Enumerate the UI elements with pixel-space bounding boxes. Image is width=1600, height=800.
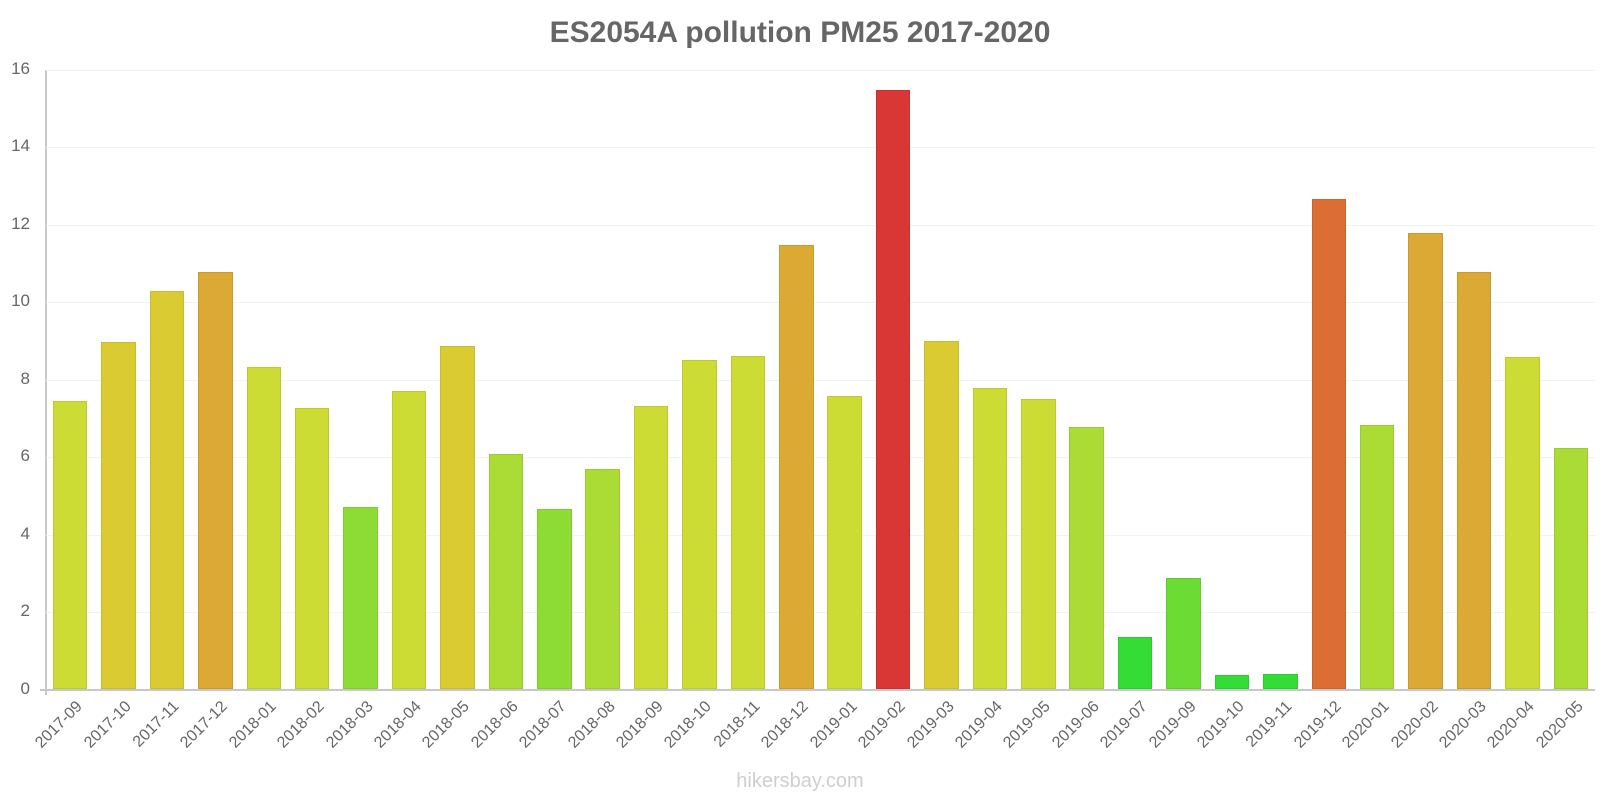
bar-2018-09[interactable] xyxy=(633,405,669,690)
gridline xyxy=(46,70,1595,71)
bar-2018-03[interactable] xyxy=(343,507,378,690)
x-tick-label: 2019-10 xyxy=(1194,697,1248,752)
bar-2018-06[interactable] xyxy=(488,454,524,690)
x-tick-label: 2017-12 xyxy=(177,697,232,752)
x-axis-line xyxy=(40,689,1595,691)
y-tick-label: 2 xyxy=(20,601,30,621)
bar-2020-03[interactable] xyxy=(1456,271,1492,690)
x-tick-label: 2018-12 xyxy=(758,697,813,752)
x-tick-label: 2019-02 xyxy=(855,697,909,752)
x-tick-label: 2018-06 xyxy=(468,697,522,752)
x-tick-label: 2017-10 xyxy=(80,697,135,752)
gridline xyxy=(46,457,1595,458)
x-tick-label: 2020-03 xyxy=(1436,697,1490,752)
bar-2018-10[interactable] xyxy=(682,359,717,690)
x-tick-label: 2019-05 xyxy=(1000,697,1055,752)
chart-title: ES2054A pollution PM25 2017-2020 xyxy=(549,16,1051,49)
bar-2019-04[interactable] xyxy=(972,388,1008,690)
bar-2019-03[interactable] xyxy=(924,341,959,690)
bar-2018-04[interactable] xyxy=(391,390,427,690)
y-tick-label: 14 xyxy=(11,136,30,156)
x-tick-label: 2019-06 xyxy=(1048,697,1103,752)
bar-2019-06[interactable] xyxy=(1069,426,1104,690)
x-tick-label: 2017-09 xyxy=(32,697,86,752)
x-tick-label: 2018-04 xyxy=(371,697,425,752)
gridline xyxy=(46,380,1595,381)
bar-2020-04[interactable] xyxy=(1505,357,1540,690)
x-tick-label: 2018-05 xyxy=(419,697,474,752)
y-tick-label: 10 xyxy=(11,291,30,311)
bar-2017-11[interactable] xyxy=(149,291,185,690)
bar-2019-07[interactable] xyxy=(1117,636,1153,690)
x-tick-label: 2018-10 xyxy=(661,697,716,752)
gridline xyxy=(46,302,1595,303)
x-tick-label: 2020-05 xyxy=(1532,697,1587,752)
x-tick-label: 2019-01 xyxy=(806,697,861,752)
x-tick-label: 2018-09 xyxy=(613,697,667,752)
bar-2018-07[interactable] xyxy=(537,509,572,690)
bar-2017-10[interactable] xyxy=(101,342,136,690)
bar-2019-05[interactable] xyxy=(1021,399,1056,690)
x-tick-label: 2019-03 xyxy=(903,697,958,752)
y-tick-label: 12 xyxy=(11,213,30,233)
bar-2017-12[interactable] xyxy=(198,272,233,690)
gridline xyxy=(46,147,1595,148)
gridline xyxy=(46,612,1595,613)
bar-2020-01[interactable] xyxy=(1359,425,1395,690)
bar-2018-11[interactable] xyxy=(730,356,766,690)
x-tick-label: 2019-12 xyxy=(1290,697,1345,752)
gridline xyxy=(46,225,1595,226)
bar-2019-11[interactable] xyxy=(1263,674,1298,690)
x-tick-label: 2020-01 xyxy=(1339,697,1393,752)
x-tick-label: 2018-08 xyxy=(564,697,619,752)
bar-2019-09[interactable] xyxy=(1166,577,1201,690)
x-tick-label: 2018-07 xyxy=(516,697,571,752)
y-tick-label: 8 xyxy=(20,368,30,388)
bar-2019-01[interactable] xyxy=(827,395,862,690)
watermark: hikersbay.com xyxy=(736,770,864,792)
bar-2018-12[interactable] xyxy=(779,244,814,690)
y-tick-label: 0 xyxy=(20,678,30,698)
bar-2018-05[interactable] xyxy=(440,346,475,690)
x-tick-label: 2019-11 xyxy=(1243,697,1296,751)
bar-2017-09[interactable] xyxy=(52,401,88,690)
bar-2020-05[interactable] xyxy=(1553,447,1589,690)
bar-2019-02[interactable] xyxy=(875,90,911,690)
x-tick-label: 2017-11 xyxy=(129,697,183,751)
bar-2018-08[interactable] xyxy=(585,469,620,690)
y-axis-line xyxy=(45,70,47,695)
x-tick-label: 2020-04 xyxy=(1484,697,1539,752)
y-tick-label: 6 xyxy=(20,446,30,466)
bar-2019-10[interactable] xyxy=(1214,675,1250,690)
y-tick-label: 16 xyxy=(11,58,30,78)
x-tick-label: 2019-04 xyxy=(952,697,1006,752)
gridline xyxy=(46,535,1595,536)
x-tick-label: 2020-02 xyxy=(1387,697,1442,752)
x-tick-label: 2018-02 xyxy=(274,697,328,752)
x-tick-label: 2019-09 xyxy=(1145,697,1200,752)
x-tick-label: 2018-03 xyxy=(322,697,377,752)
bar-2020-02[interactable] xyxy=(1408,233,1443,690)
x-tick-label: 2018-11 xyxy=(710,697,764,751)
bar-2019-12[interactable] xyxy=(1311,198,1347,690)
bar-2018-01[interactable] xyxy=(246,366,282,690)
x-tick-label: 2019-07 xyxy=(1097,697,1151,752)
y-tick-label: 4 xyxy=(20,523,30,543)
bar-2018-02[interactable] xyxy=(294,408,330,690)
x-tick-label: 2018-01 xyxy=(226,697,280,752)
